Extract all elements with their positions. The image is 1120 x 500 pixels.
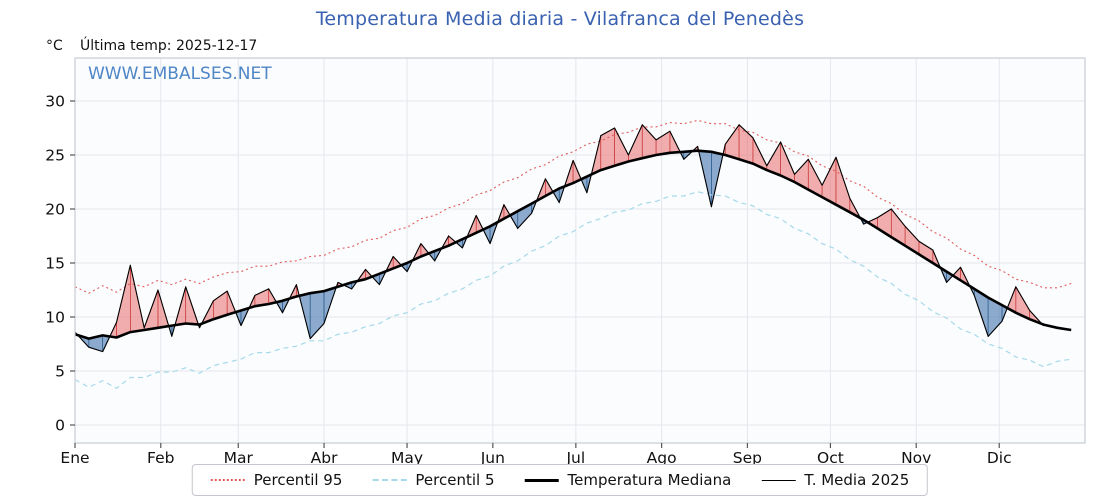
page-title: Temperatura Media diaria - Vilafranca de… — [315, 8, 805, 30]
legend-item: Percentil 5 — [372, 471, 494, 489]
y-tick-label: 15 — [45, 255, 65, 273]
plot-border — [74, 57, 1086, 444]
x-tick-label: Feb — [147, 449, 174, 467]
legend-line-sample — [524, 478, 559, 482]
y-tick-label: 5 — [55, 363, 65, 381]
legend-line-sample — [372, 479, 407, 481]
legend-label: Temperatura Mediana — [567, 471, 732, 489]
x-tick-label: Sep — [733, 449, 762, 467]
x-tick-label: Oct — [817, 449, 844, 467]
legend: Percentil 95 Percentil 5 Temperatura Media… — [191, 464, 929, 496]
y-tick-label: 20 — [45, 201, 65, 219]
y-tick-label: 30 — [45, 93, 65, 111]
x-tick-label: Ago — [647, 449, 677, 467]
t-media-2025-line — [74, 124, 1044, 353]
legend-line-sample — [210, 479, 245, 481]
y-tick-label: 0 — [55, 417, 65, 435]
legend-item: Temperatura Mediana — [524, 471, 731, 489]
x-tick-label: Abr — [311, 449, 338, 467]
y-tick-label: 25 — [45, 147, 65, 165]
percentil-95-line — [74, 119, 1072, 294]
legend-item: T. Media 2025 — [761, 471, 909, 489]
legend-item: Percentil 95 — [210, 471, 343, 489]
x-tick-label: Ene — [60, 449, 89, 467]
x-tick-label: Nov — [901, 449, 931, 467]
watermark-text: WWW.EMBALSES.NET — [88, 64, 272, 84]
last-temp-label: Última temp: 2025-12-17 — [80, 38, 258, 54]
legend-label: Percentil 5 — [415, 471, 495, 489]
percentil-5-line — [74, 191, 1072, 390]
x-tick-label: Jul — [565, 449, 585, 467]
x-tick-label: Jun — [480, 449, 505, 467]
legend-label: Percentil 95 — [253, 471, 343, 489]
y-axis-units-label: °C — [46, 38, 63, 54]
legend-label: T. Media 2025 — [804, 471, 910, 489]
temperatura-mediana-line — [74, 149, 1072, 340]
x-tick-label: Mar — [224, 449, 254, 467]
x-tick-label: May — [391, 449, 423, 467]
y-tick-label: 10 — [45, 309, 65, 327]
x-tick-label: Dic — [987, 449, 1012, 467]
legend-line-sample — [761, 479, 796, 481]
